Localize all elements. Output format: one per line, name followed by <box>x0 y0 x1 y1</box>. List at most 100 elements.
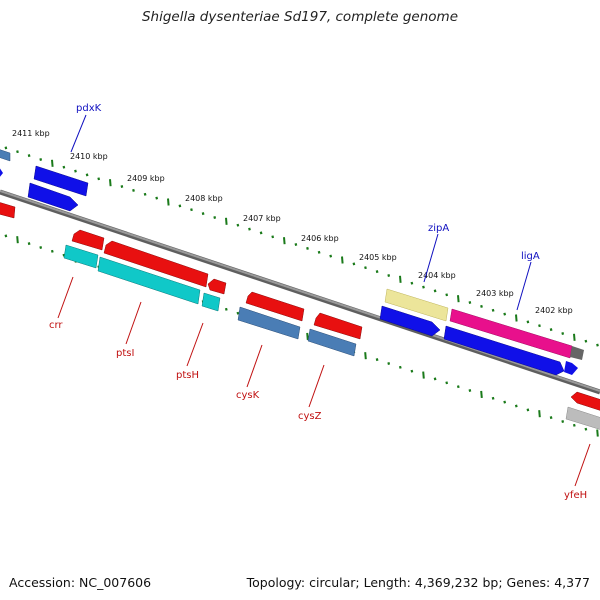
gene-feature <box>379 305 441 337</box>
ruler-tick <box>398 365 402 369</box>
forward-genes <box>0 149 584 376</box>
gene-feature <box>237 306 301 340</box>
ruler-tick <box>515 314 518 322</box>
ruler-tick <box>468 389 472 392</box>
ruler-tick <box>561 332 565 335</box>
ruler-tick <box>514 404 518 408</box>
gene-feature <box>565 406 600 430</box>
kbp-label-2405: 2405 kbp <box>359 253 397 262</box>
gene-ligA-box <box>449 308 573 359</box>
ruler-tick <box>364 352 367 360</box>
gene-label-ptsH: ptsH <box>176 370 199 381</box>
ruler-tick <box>572 423 576 427</box>
ruler-tick <box>375 270 379 274</box>
gene-label-pdxK: pdxK <box>76 103 102 114</box>
kbp-label-2408: 2408 kbp <box>185 194 223 203</box>
ruler-tick <box>445 381 449 385</box>
ruler-tick <box>364 266 367 270</box>
ruler-tick <box>259 231 263 235</box>
gene-zipA-box <box>384 288 449 322</box>
ruler-tick <box>399 275 402 283</box>
ruler-tick <box>433 289 437 293</box>
gene-feature <box>0 149 11 162</box>
ruler-tick <box>549 416 553 420</box>
gene-label-cysK: cysK <box>236 390 260 401</box>
ruler-tick <box>457 295 460 303</box>
ruler-tick <box>387 362 391 365</box>
ruler-tick <box>317 250 321 254</box>
ruler-tick <box>236 223 240 227</box>
ruler-tick <box>132 188 135 192</box>
gene-label-ptsI: ptsI <box>116 348 134 359</box>
kbp-label-2403: 2403 kbp <box>476 289 514 298</box>
ruler-tick <box>271 235 275 239</box>
ruler-tick <box>85 173 89 177</box>
ruler-tick <box>97 177 101 181</box>
ruler-tick <box>213 216 217 219</box>
kbp-label-2402: 2402 kbp <box>535 306 573 315</box>
ruler-tick <box>120 185 124 188</box>
ruler-tick <box>16 236 19 244</box>
gene-feature <box>570 346 584 360</box>
ruler-tick <box>74 169 77 173</box>
gene-yfeH-arrow <box>570 391 600 411</box>
ruler-tick <box>329 254 333 258</box>
ruler-tick <box>27 154 31 158</box>
ruler-tick <box>306 332 309 340</box>
ruler-tick <box>109 179 112 187</box>
label-leaders <box>57 114 591 487</box>
gene-labels: pdxK zipA ligA crr ptsI ptsH cysK cysZ y… <box>49 103 587 501</box>
gene-feature <box>207 278 227 295</box>
kbp-label-2404: 2404 kbp <box>418 271 456 280</box>
ruler-tick <box>561 420 565 423</box>
ruler-tick <box>538 410 541 418</box>
ruler-tick <box>410 281 414 285</box>
ruler-tick <box>410 369 414 373</box>
ruler-tick <box>433 377 437 381</box>
gene-feature <box>97 256 201 305</box>
ruler-tick <box>573 333 576 341</box>
ruler-tick <box>491 308 495 312</box>
genome-backbone <box>0 189 600 395</box>
genome-summary: Topology: circular; Length: 4,369,232 bp… <box>246 575 590 590</box>
gene-crr-arrow <box>71 229 105 251</box>
ruler-tick <box>224 307 228 311</box>
kbp-label-2410: 2410 kbp <box>70 152 108 161</box>
map-title: Shigella dysenteriae Sd197, complete gen… <box>141 9 459 25</box>
gene-feature <box>0 168 3 177</box>
ruler-tick <box>422 371 425 379</box>
gene-feature <box>0 202 16 219</box>
ruler-tick <box>167 198 170 206</box>
ruler-tick <box>201 212 205 216</box>
accession-label: Accession: NC_007606 <box>9 575 152 590</box>
ruler-tick <box>491 396 495 400</box>
gene-feature <box>63 244 99 269</box>
ruler-tick <box>584 339 588 343</box>
ruler-tick <box>468 301 472 304</box>
ruler-tick <box>16 150 19 154</box>
gene-label-crr: crr <box>49 320 63 331</box>
reverse-genes <box>0 202 600 430</box>
gene-feature <box>564 361 578 375</box>
kbp-label-2406: 2406 kbp <box>301 234 339 243</box>
ruler-tick <box>283 237 286 245</box>
ruler-tick <box>456 385 460 389</box>
gene-cysK-arrow <box>245 291 305 322</box>
gene-pdxK-arrow <box>33 165 89 197</box>
ruler-tick <box>480 304 483 308</box>
kbp-label-2407: 2407 kbp <box>243 214 281 223</box>
ruler-tick <box>155 196 159 200</box>
ruler-tick <box>352 262 356 266</box>
gene-ptsH-box <box>201 292 221 312</box>
ruler-tick <box>225 217 228 225</box>
ruler-tick <box>27 242 31 246</box>
gene-label-zipA: zipA <box>428 223 449 234</box>
ruler-tick <box>503 312 507 316</box>
ruler-labels: 2411 kbp 2410 kbp 2409 kbp 2408 kbp 2407… <box>12 129 573 315</box>
gene-feature <box>27 182 79 212</box>
ruler-tick <box>538 324 541 328</box>
ruler-tick <box>236 311 240 315</box>
ruler-tick <box>50 249 54 253</box>
ruler-tick <box>445 293 449 297</box>
